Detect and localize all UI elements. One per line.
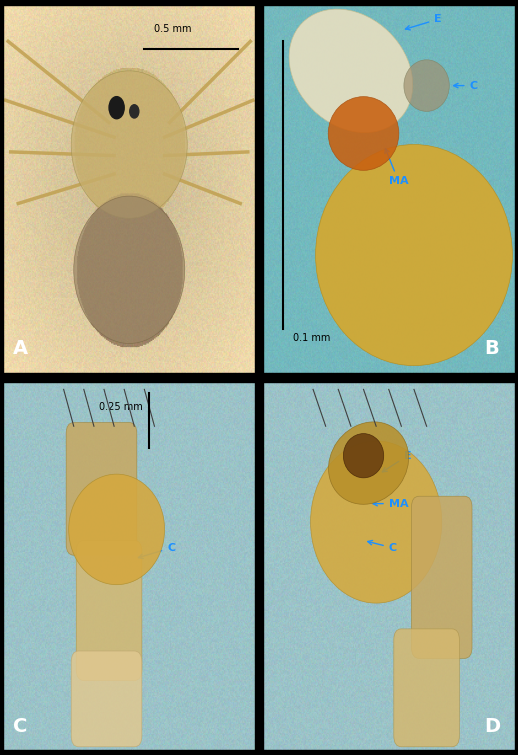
Ellipse shape [69,474,165,584]
Ellipse shape [315,144,512,365]
Text: 0.5 mm: 0.5 mm [154,24,192,34]
Text: E: E [382,451,411,472]
Ellipse shape [71,71,188,218]
Text: 0.25 mm: 0.25 mm [99,402,143,411]
Text: C: C [368,541,397,553]
Text: 0.1 mm: 0.1 mm [293,334,330,344]
Ellipse shape [343,433,384,478]
Ellipse shape [404,60,449,112]
Text: B: B [485,339,499,358]
Ellipse shape [74,196,185,344]
Text: C: C [138,543,175,559]
Circle shape [109,97,124,119]
FancyBboxPatch shape [411,496,472,658]
Text: MA: MA [385,149,408,186]
Ellipse shape [328,422,409,504]
Ellipse shape [311,441,442,603]
Text: C: C [13,716,27,735]
Circle shape [130,105,139,118]
FancyBboxPatch shape [76,541,142,680]
Ellipse shape [328,97,399,171]
FancyBboxPatch shape [66,423,137,555]
Text: E: E [406,14,442,30]
Text: A: A [13,339,28,358]
Ellipse shape [289,9,413,133]
FancyBboxPatch shape [394,629,459,747]
Text: MA: MA [373,498,408,509]
FancyBboxPatch shape [71,651,142,747]
Text: C: C [454,81,478,91]
Text: D: D [485,716,501,735]
